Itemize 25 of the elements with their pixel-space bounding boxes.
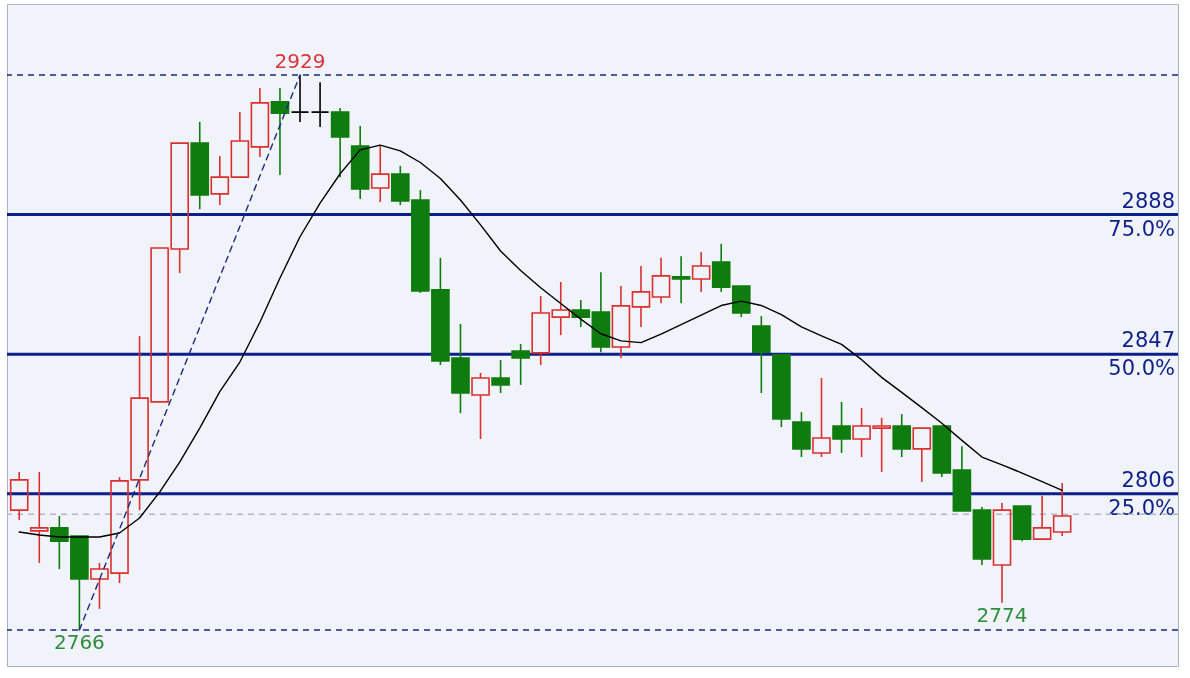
candlestick — [210, 155, 230, 206]
ref-line-label: 2847 50.0% — [1108, 328, 1175, 381]
candlestick — [370, 144, 390, 203]
candlestick — [691, 251, 711, 293]
candlestick — [350, 125, 370, 200]
candlestick — [651, 257, 671, 304]
candlestick — [190, 121, 210, 210]
ref-line-label: 2888 75.0% — [1108, 188, 1175, 241]
candlestick — [270, 87, 290, 176]
candlestick — [290, 74, 310, 123]
candlestick — [250, 87, 270, 158]
candlestick — [631, 265, 651, 328]
ref-line-label: 2806 25.0% — [1108, 467, 1175, 520]
candlestick — [611, 285, 631, 359]
annotation: 2929 — [274, 49, 326, 73]
annotation: 2766 — [53, 630, 105, 654]
candlestick — [992, 502, 1012, 604]
candlestick — [29, 471, 49, 564]
candlestick — [671, 255, 691, 304]
candlestick — [591, 271, 611, 353]
candlestick — [310, 81, 330, 128]
candlestick — [9, 471, 29, 521]
candlestick — [892, 413, 912, 458]
annotation: 2774 — [976, 602, 1028, 627]
candlestick — [571, 299, 591, 328]
